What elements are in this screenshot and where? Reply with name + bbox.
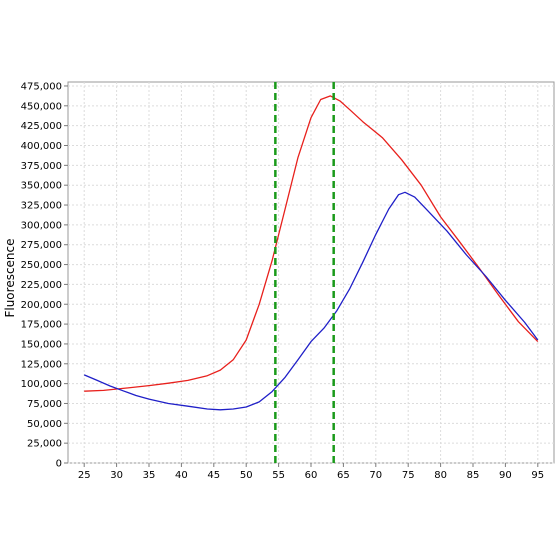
series-line-1 <box>84 95 539 392</box>
series-line-2 <box>83 191 539 411</box>
y-tick-label: 400,000 <box>21 141 62 152</box>
x-tick-label: 60 <box>305 470 318 481</box>
y-tick-label: 375,000 <box>21 161 62 172</box>
y-axis-title: Fluorescence <box>3 238 17 317</box>
x-tick-label: 65 <box>337 470 350 481</box>
x-tick-label: 70 <box>369 470 382 481</box>
y-tick-label: 175,000 <box>21 320 62 331</box>
y-tick-label: 75,000 <box>27 399 62 410</box>
threshold-lines <box>274 82 335 463</box>
x-tick-label: 40 <box>175 470 188 481</box>
y-tick-label: 200,000 <box>21 300 62 311</box>
y-tick-label: 0 <box>56 459 62 470</box>
y-tick-label: 425,000 <box>21 121 62 132</box>
y-tick-label: 275,000 <box>21 240 62 251</box>
y-tick-label: 450,000 <box>21 101 62 112</box>
y-tick-label: 475,000 <box>21 81 62 92</box>
axes: 0 25,000 50,000 75,000 100,000 125,000 150,000… <box>21 81 545 481</box>
y-tick-label: 150,000 <box>21 339 62 350</box>
x-tick-label: 85 <box>467 470 480 481</box>
gridlines <box>68 82 554 464</box>
x-tick-label: 75 <box>402 470 415 481</box>
x-tick-label: 35 <box>143 470 156 481</box>
y-tick-label: 300,000 <box>21 220 62 231</box>
x-tick-label: 90 <box>499 470 512 481</box>
x-tick-label: 25 <box>78 470 91 481</box>
y-tick-label: 350,000 <box>21 181 62 192</box>
y-tick-label: 250,000 <box>21 260 62 271</box>
x-tick-label: 80 <box>434 470 447 481</box>
y-tick-label: 50,000 <box>27 419 62 430</box>
data-series <box>83 95 539 411</box>
y-tick-label: 25,000 <box>27 439 62 450</box>
x-tick-label: 55 <box>272 470 285 481</box>
x-tick-label: 95 <box>531 470 544 481</box>
y-tick-label: 225,000 <box>21 280 62 291</box>
x-tick-label: 50 <box>240 470 253 481</box>
y-tick-label: 325,000 <box>21 201 62 212</box>
x-tick-label: 45 <box>207 470 220 481</box>
y-tick-label: 125,000 <box>21 359 62 370</box>
y-tick-label: 100,000 <box>21 379 62 390</box>
x-tick-label: 30 <box>110 470 123 481</box>
